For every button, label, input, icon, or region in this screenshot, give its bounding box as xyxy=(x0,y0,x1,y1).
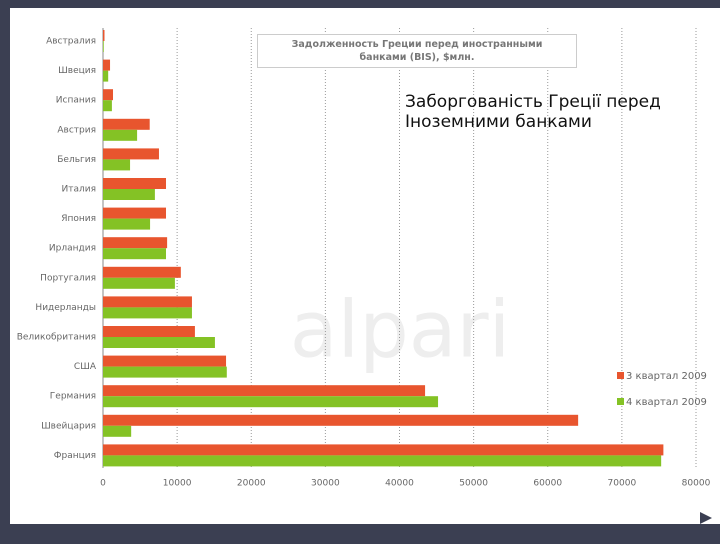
bar xyxy=(103,237,168,249)
legend-swatch xyxy=(617,372,624,379)
y-tick-label: Австралия xyxy=(46,37,96,47)
x-tick-label: 0 xyxy=(100,479,106,489)
bar xyxy=(103,129,138,141)
y-tick-label: Португалия xyxy=(40,273,96,283)
bar xyxy=(103,70,109,82)
y-tick-label: Нидерланды xyxy=(35,303,96,313)
bar xyxy=(103,118,150,130)
bar xyxy=(103,266,181,278)
bar xyxy=(103,455,662,467)
bar xyxy=(103,207,167,219)
bar xyxy=(103,218,151,230)
x-tick-label: 50000 xyxy=(459,479,488,489)
x-tick-label: 20000 xyxy=(237,479,266,489)
y-tick-label: Япония xyxy=(61,214,96,224)
bar xyxy=(103,100,112,112)
y-tick-label: Великобритания xyxy=(17,333,96,343)
bar xyxy=(103,148,159,160)
bar xyxy=(103,307,192,319)
bar xyxy=(103,414,579,426)
bar xyxy=(103,248,167,260)
bar xyxy=(103,89,114,101)
y-tick-label: Германия xyxy=(50,392,96,402)
bar xyxy=(103,59,111,71)
legend-label: 3 квартал 2009 xyxy=(626,371,707,382)
x-tick-label: 80000 xyxy=(682,479,711,489)
y-tick-label: Швеция xyxy=(58,66,96,76)
bar xyxy=(103,385,426,397)
annotation: Заборгованість Греції перед Іноземними б… xyxy=(405,92,661,132)
y-tick-label: Франция xyxy=(54,451,96,461)
y-tick-label: Швейцария xyxy=(41,421,96,431)
legend-label: 4 квартал 2009 xyxy=(626,397,707,408)
bar xyxy=(103,444,664,456)
bar xyxy=(103,355,227,367)
slide-arrow xyxy=(700,512,712,524)
bar xyxy=(103,159,131,171)
y-tick-label: Ирландия xyxy=(49,244,96,254)
x-tick-label: 40000 xyxy=(385,479,414,489)
x-tick-label: 30000 xyxy=(311,479,340,489)
x-tick-label: 10000 xyxy=(163,479,192,489)
y-tick-label: Австрия xyxy=(57,125,96,135)
watermark: alpari xyxy=(290,285,511,375)
y-tick-label: Испания xyxy=(56,96,96,106)
x-tick-label: 60000 xyxy=(533,479,562,489)
bar xyxy=(103,277,175,289)
y-tick-label: США xyxy=(74,362,97,372)
bar xyxy=(103,425,132,437)
bar xyxy=(103,178,167,189)
bar xyxy=(103,41,104,52)
bar xyxy=(103,326,195,337)
bar xyxy=(103,396,439,408)
legend-swatch xyxy=(617,398,624,405)
bar xyxy=(103,30,105,41)
chart-title: Задолженность Греции перед иностранными … xyxy=(257,34,577,68)
bar xyxy=(103,296,192,308)
bar xyxy=(103,189,155,200)
bar xyxy=(103,337,215,348)
bar xyxy=(103,366,227,378)
y-tick-label: Бельгия xyxy=(57,155,96,165)
y-tick-label: Италия xyxy=(61,185,96,195)
x-tick-label: 70000 xyxy=(608,479,637,489)
slide-body xyxy=(10,8,720,524)
